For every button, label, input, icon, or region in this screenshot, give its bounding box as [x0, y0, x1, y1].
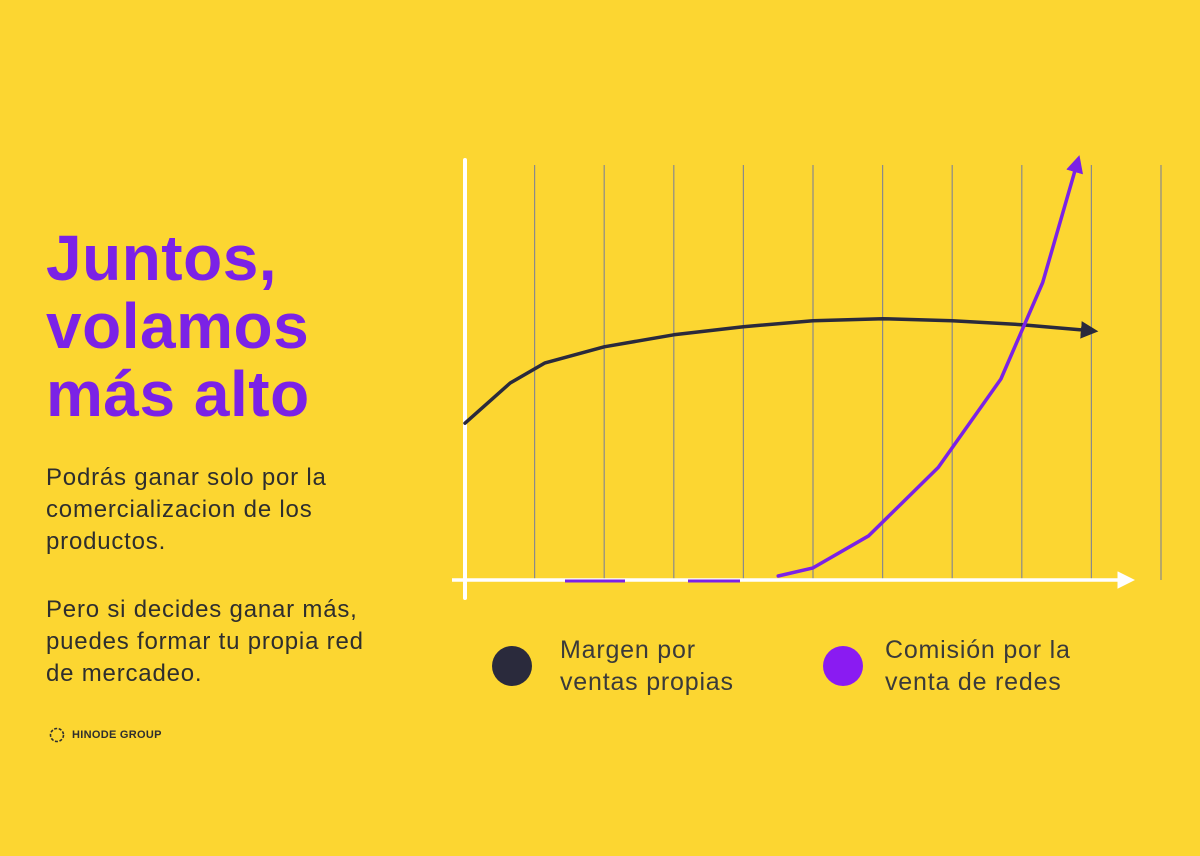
brand-name: HINODE GROUP [72, 729, 162, 741]
paragraph-2: Pero si decides ganar más, puedes formar… [46, 594, 436, 690]
heading-line-1: Juntos, [46, 222, 278, 294]
paragraph-1-line-1: Podrás ganar solo por la [46, 464, 327, 491]
heading-line-3: más alto [46, 358, 310, 430]
legend-dot-margen [492, 646, 532, 686]
series-line-2 [776, 155, 1083, 578]
legend-item-comision: Comisión por la venta de redes [823, 634, 1071, 698]
paragraph-1-line-3: productos. [46, 528, 167, 555]
paragraph-2-line-2: puedes formar tu propia red [46, 628, 364, 655]
legend-comision-line-2: venta de redes [885, 668, 1062, 696]
legend-comision-line-1: Comisión por la [885, 636, 1071, 664]
brand-logo: HINODE GROUP [48, 726, 162, 744]
chart-grid [533, 165, 1162, 580]
legend-margen-line-1: Margen por [560, 636, 696, 664]
paragraph-1: Podrás ganar solo por la comercializacio… [46, 462, 426, 558]
legend-margen-line-2: ventas propias [560, 668, 734, 696]
paragraph-1-line-2: comercializacion de los [46, 496, 313, 523]
heading-line-2: volamos [46, 290, 310, 362]
heading: Juntos, volamos más alto [46, 224, 310, 428]
series-line-1 [463, 316, 1099, 425]
legend-label-margen: Margen por ventas propias [560, 634, 734, 698]
paragraph-2-line-3: de mercadeo. [46, 660, 203, 687]
legend-dot-comision [823, 646, 863, 686]
chart-axes [452, 158, 1135, 600]
chart-series [463, 155, 1099, 583]
brand-emblem-icon [49, 727, 65, 743]
paragraph-2-line-1: Pero si decides ganar más, [46, 596, 358, 623]
legend-label-comision: Comisión por la venta de redes [885, 634, 1071, 698]
legend-item-margen: Margen por ventas propias [492, 634, 734, 698]
